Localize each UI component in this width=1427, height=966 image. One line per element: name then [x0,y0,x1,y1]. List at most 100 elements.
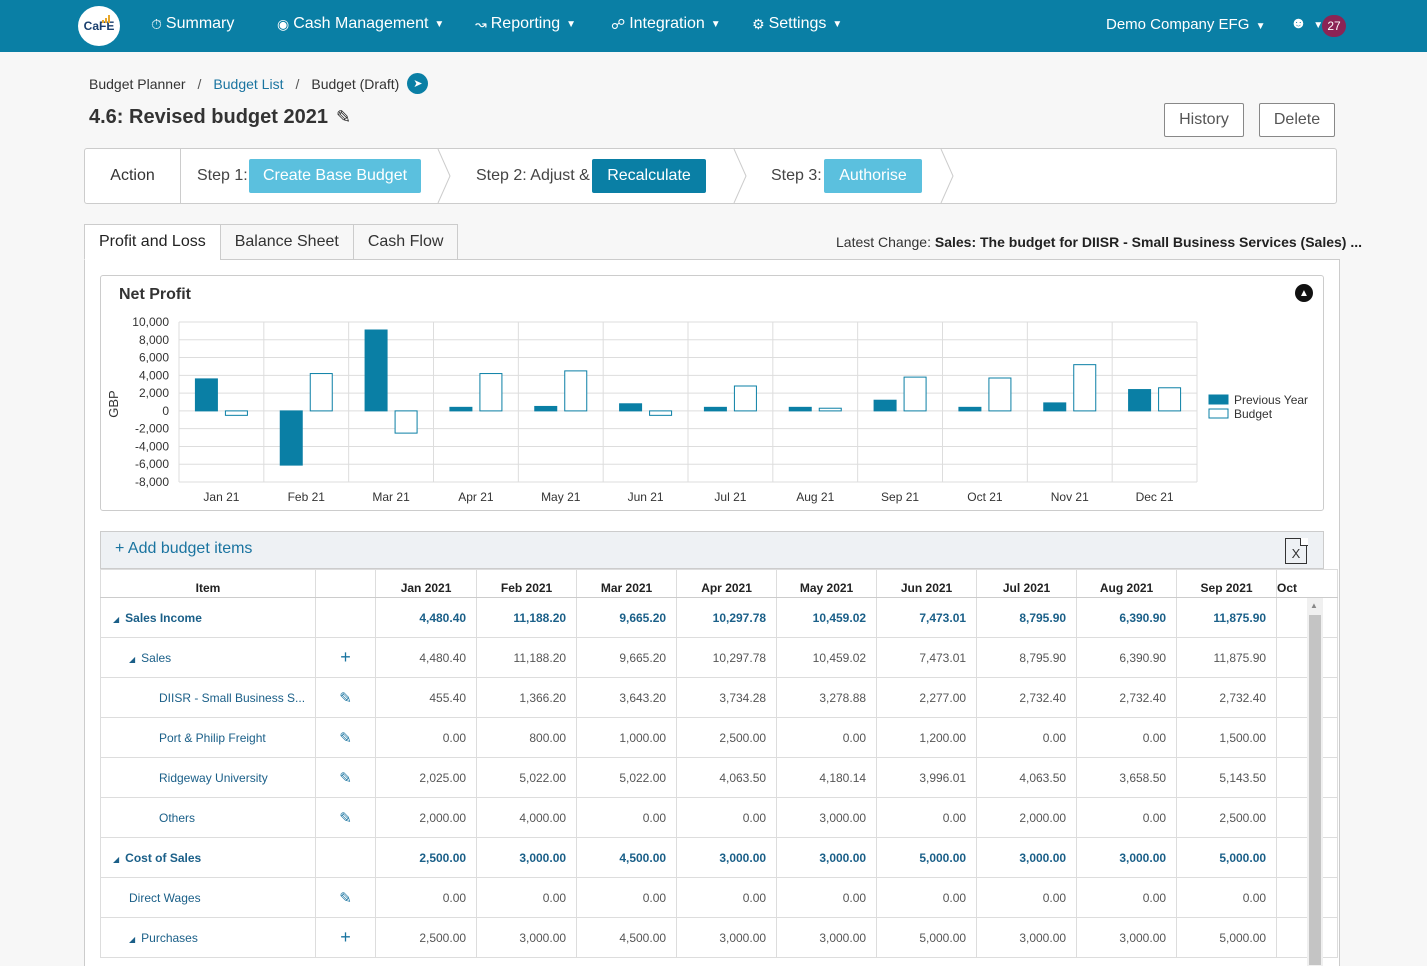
edit-item-icon[interactable]: ✎ [339,809,352,827]
edit-title-icon[interactable]: ✎ [335,107,352,127]
value-cell[interactable]: 3,000.00 [776,917,878,958]
grid-column-header[interactable] [315,569,377,598]
value-cell[interactable]: 10,459.02 [776,637,878,678]
value-cell[interactable]: 0.00 [1076,877,1178,918]
value-cell[interactable]: 5,022.00 [476,757,578,798]
value-cell[interactable]: 2,025.00 [375,757,478,798]
table-row[interactable]: Port & Philip Freight ✎ 0.00 800.00 1,000.00… [99,717,1339,758]
value-cell[interactable]: 1,000.00 [576,717,678,758]
value-cell[interactable]: 10,297.78 [676,597,778,638]
value-cell[interactable]: 0.00 [1076,717,1178,758]
value-cell[interactable]: 0.00 [375,877,478,918]
grid-column-header[interactable]: May 2021 [776,569,878,598]
value-cell[interactable]: 0.00 [476,877,578,918]
notification-badge[interactable]: 27 [1322,15,1346,37]
value-cell[interactable]: 2,000.00 [375,797,478,838]
value-cell[interactable]: 9,665.20 [576,597,678,638]
value-cell[interactable]: 2,500.00 [375,837,478,878]
collapse-chart-icon[interactable]: ▲ [1295,284,1313,302]
value-cell[interactable]: 3,996.01 [876,757,978,798]
value-cell[interactable]: 4,480.40 [375,597,478,638]
value-cell[interactable]: 2,500.00 [375,917,478,958]
value-cell[interactable]: 0.00 [576,877,678,918]
value-cell[interactable]: 10,297.78 [676,637,778,678]
cafe-logo[interactable]: CaFE [78,6,120,46]
value-cell[interactable]: 7,473.01 [876,597,978,638]
value-cell[interactable]: 0.00 [1076,797,1178,838]
history-button[interactable]: History [1164,103,1244,137]
value-cell[interactable]: 0.00 [876,877,978,918]
value-cell[interactable]: 10,459.02 [776,597,878,638]
nav-summary[interactable]: ⏱ Summary [151,15,234,33]
table-row[interactable]: Ridgeway University ✎ 2,025.00 5,022.00 5,02… [99,757,1339,798]
value-cell[interactable]: 2,732.40 [1176,677,1278,718]
value-cell[interactable]: 2,277.00 [876,677,978,718]
edit-item-icon[interactable]: ✎ [339,689,352,707]
value-cell[interactable]: 0.00 [976,717,1078,758]
value-cell[interactable]: 2,500.00 [1176,797,1278,838]
table-row[interactable]: Direct Wages ✎ 0.00 0.00 0.00 0.00 0.00 0.00 0.0… [99,877,1339,918]
value-cell[interactable]: 0.00 [976,877,1078,918]
value-cell[interactable]: 5,143.50 [1176,757,1278,798]
row-item-cell[interactable]: DIISR - Small Business S... [99,677,317,718]
value-cell[interactable]: 2,732.40 [976,677,1078,718]
value-cell[interactable]: 7,473.01 [876,637,978,678]
nav-settings[interactable]: ⚙ Settings ▼ [752,15,842,33]
row-item-cell[interactable]: Others [99,797,317,838]
value-cell[interactable]: 0.00 [876,797,978,838]
authorise-button[interactable]: Authorise [824,159,922,193]
value-cell[interactable]: 0.00 [375,717,478,758]
row-item-cell[interactable]: Ridgeway University [99,757,317,798]
value-cell[interactable]: 4,063.50 [976,757,1078,798]
row-item-cell[interactable]: ◢ Sales Income [99,597,317,638]
recalculate-button[interactable]: Recalculate [592,159,706,193]
row-item-cell[interactable]: ◢ Cost of Sales [99,837,317,878]
value-cell[interactable]: 11,188.20 [476,637,578,678]
value-cell[interactable]: 5,000.00 [1176,917,1278,958]
value-cell[interactable]: 1,366.20 [476,677,578,718]
create-base-budget-button[interactable]: Create Base Budget [249,159,421,193]
tab-profit-and-loss[interactable]: Profit and Loss [84,224,221,260]
grid-column-header[interactable]: Jan 2021 [375,569,478,598]
value-cell[interactable]: 3,000.00 [776,837,878,878]
nav-integration[interactable]: ☍ Integration ▼ [611,15,721,33]
value-cell[interactable]: 800.00 [476,717,578,758]
value-cell[interactable]: 3,000.00 [776,797,878,838]
grid-column-header[interactable]: Oct [1276,569,1339,598]
value-cell[interactable]: 455.40 [375,677,478,718]
grid-column-header[interactable]: Feb 2021 [476,569,578,598]
value-cell[interactable]: 6,390.90 [1076,637,1178,678]
value-cell[interactable]: 3,278.88 [776,677,878,718]
value-cell[interactable]: 0.00 [676,877,778,918]
row-item-cell[interactable]: Port & Philip Freight [99,717,317,758]
value-cell[interactable]: 3,000.00 [476,917,578,958]
delete-button[interactable]: Delete [1259,103,1335,137]
expand-triangle-icon[interactable]: ◢ [129,654,136,664]
grid-column-header[interactable]: Jun 2021 [876,569,978,598]
expand-triangle-icon[interactable]: ◢ [113,854,120,864]
table-row[interactable]: ◢ Sales +4,480.40 11,188.20 9,665.20 10,297.7… [99,637,1339,678]
nav-cash-management[interactable]: ◉ Cash Management ▼ [277,15,444,33]
value-cell[interactable]: 5,022.00 [576,757,678,798]
table-row[interactable]: DIISR - Small Business S... ✎ 455.40 1,366.… [99,677,1339,718]
add-item-icon[interactable]: + [340,927,351,947]
table-row[interactable]: Others ✎ 2,000.00 4,000.00 0.00 0.00 3,000.00 0… [99,797,1339,838]
value-cell[interactable]: 8,795.90 [976,637,1078,678]
expand-triangle-icon[interactable]: ◢ [113,614,120,624]
value-cell[interactable]: 3,000.00 [476,837,578,878]
grid-column-header[interactable]: Aug 2021 [1076,569,1178,598]
grid-column-header[interactable]: Mar 2021 [576,569,678,598]
value-cell[interactable]: 0.00 [776,717,878,758]
value-cell[interactable]: 5,000.00 [876,917,978,958]
value-cell[interactable]: 4,500.00 [576,917,678,958]
value-cell[interactable]: 3,000.00 [976,917,1078,958]
value-cell[interactable]: 2,000.00 [976,797,1078,838]
tab-balance-sheet[interactable]: Balance Sheet [219,224,354,260]
row-item-cell[interactable]: ◢ Sales [99,637,317,678]
edit-item-icon[interactable]: ✎ [339,729,352,747]
value-cell[interactable]: 11,875.90 [1176,637,1278,678]
edit-item-icon[interactable]: ✎ [339,889,352,907]
value-cell[interactable]: 4,180.14 [776,757,878,798]
value-cell[interactable]: 4,480.40 [375,637,478,678]
value-cell[interactable]: 3,000.00 [1076,917,1178,958]
